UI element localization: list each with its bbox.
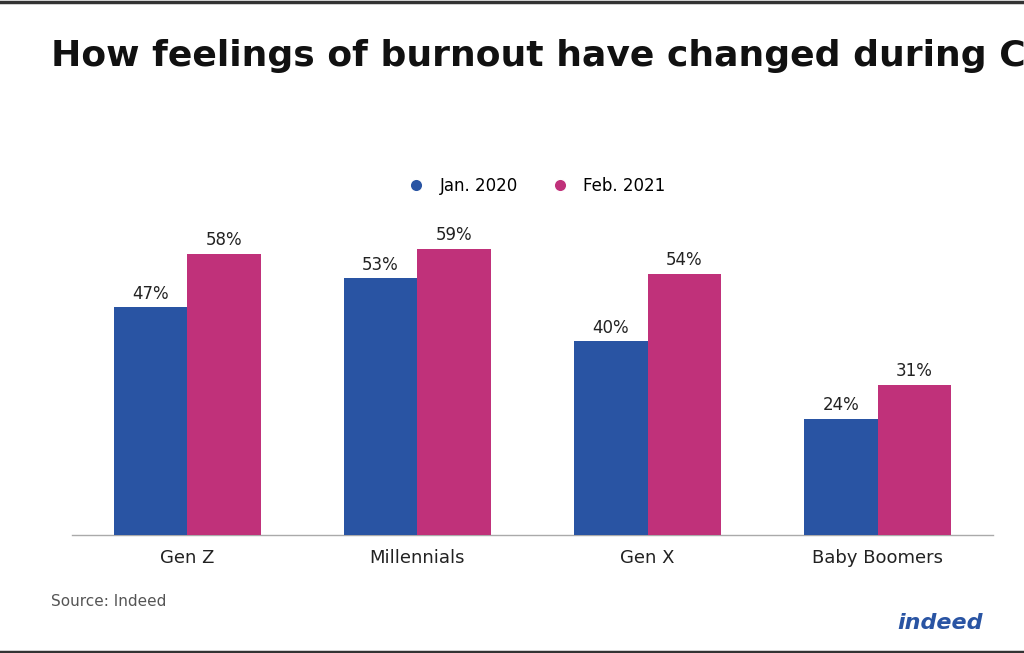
Text: Source: Indeed: Source: Indeed: [51, 594, 167, 609]
Text: 47%: 47%: [132, 285, 169, 302]
Bar: [418, 249, 492, 535]
Bar: [878, 385, 951, 535]
Bar: [647, 274, 721, 535]
Text: 58%: 58%: [206, 231, 243, 249]
Bar: [573, 342, 647, 535]
Text: 53%: 53%: [362, 255, 399, 274]
Text: 59%: 59%: [436, 227, 472, 244]
Bar: [344, 278, 418, 535]
Text: indeed: indeed: [898, 613, 983, 633]
Text: 54%: 54%: [666, 251, 702, 268]
Text: How feelings of burnout have changed during COVID-19: How feelings of burnout have changed dur…: [51, 39, 1024, 73]
Bar: [187, 254, 261, 535]
Legend: Jan. 2020, Feb. 2021: Jan. 2020, Feb. 2021: [393, 170, 672, 202]
Text: 24%: 24%: [822, 396, 859, 414]
Bar: [804, 419, 878, 535]
Text: 31%: 31%: [896, 362, 933, 380]
Text: 40%: 40%: [593, 319, 629, 336]
Bar: [114, 308, 187, 535]
